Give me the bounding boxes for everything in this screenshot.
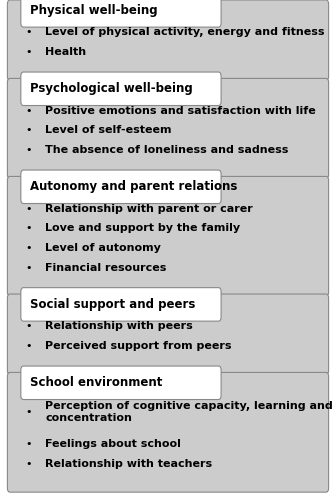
Text: Level of physical activity, energy and fitness: Level of physical activity, energy and f…: [45, 28, 325, 38]
Text: •: •: [25, 439, 32, 449]
Text: •: •: [25, 204, 32, 214]
FancyBboxPatch shape: [21, 72, 221, 106]
Text: •: •: [25, 262, 32, 272]
FancyBboxPatch shape: [7, 176, 329, 296]
Text: •: •: [25, 47, 32, 57]
Text: School environment: School environment: [30, 376, 163, 390]
Text: •: •: [25, 243, 32, 253]
FancyBboxPatch shape: [21, 170, 221, 203]
Text: Autonomy and parent relations: Autonomy and parent relations: [30, 180, 238, 194]
Text: The absence of loneliness and sadness: The absence of loneliness and sadness: [45, 145, 289, 155]
Text: •: •: [25, 322, 32, 332]
Text: •: •: [25, 341, 32, 351]
Text: •: •: [25, 28, 32, 38]
FancyBboxPatch shape: [7, 78, 329, 178]
Text: •: •: [25, 224, 32, 234]
Text: Positive emotions and satisfaction with life: Positive emotions and satisfaction with …: [45, 106, 316, 116]
Text: Relationship with parent or carer: Relationship with parent or carer: [45, 204, 253, 214]
Text: Perception of cognitive capacity, learning and
concentration: Perception of cognitive capacity, learni…: [45, 401, 333, 422]
Text: Relationship with teachers: Relationship with teachers: [45, 458, 212, 468]
FancyBboxPatch shape: [21, 288, 221, 321]
Text: Level of self-esteem: Level of self-esteem: [45, 126, 172, 136]
FancyBboxPatch shape: [21, 366, 221, 400]
Text: •: •: [25, 145, 32, 155]
Text: Health: Health: [45, 47, 86, 57]
FancyBboxPatch shape: [7, 372, 329, 492]
FancyBboxPatch shape: [21, 0, 221, 27]
Text: •: •: [25, 106, 32, 116]
Text: Physical well-being: Physical well-being: [30, 4, 158, 17]
Text: Perceived support from peers: Perceived support from peers: [45, 341, 232, 351]
Text: •: •: [25, 126, 32, 136]
Text: Level of autonomy: Level of autonomy: [45, 243, 161, 253]
Text: Financial resources: Financial resources: [45, 262, 167, 272]
FancyBboxPatch shape: [7, 294, 329, 374]
Text: Love and support by the family: Love and support by the family: [45, 224, 241, 234]
Text: Feelings about school: Feelings about school: [45, 439, 181, 449]
Text: Relationship with peers: Relationship with peers: [45, 322, 193, 332]
FancyBboxPatch shape: [7, 0, 329, 80]
Text: Social support and peers: Social support and peers: [30, 298, 196, 311]
Text: •: •: [25, 407, 32, 417]
Text: •: •: [25, 458, 32, 468]
Text: Psychological well-being: Psychological well-being: [30, 82, 193, 96]
